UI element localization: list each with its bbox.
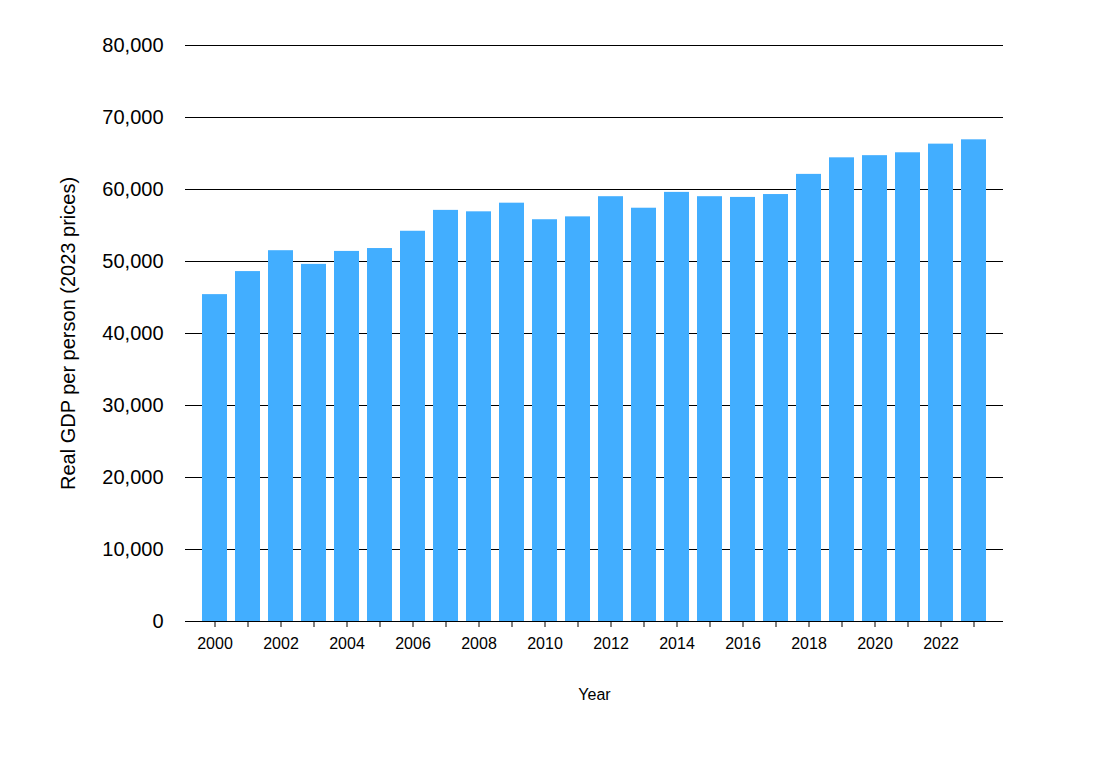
svg-text:40,000: 40,000	[102, 322, 163, 344]
svg-text:2012: 2012	[593, 635, 629, 652]
svg-text:2000: 2000	[197, 635, 233, 652]
svg-text:10,000: 10,000	[102, 538, 163, 560]
svg-text:Year: Year	[578, 686, 611, 703]
svg-text:2014: 2014	[659, 635, 695, 652]
svg-text:60,000: 60,000	[102, 178, 163, 200]
svg-text:2016: 2016	[725, 635, 761, 652]
svg-text:2010: 2010	[527, 635, 563, 652]
svg-text:2022: 2022	[923, 635, 959, 652]
svg-text:2002: 2002	[263, 635, 299, 652]
svg-text:30,000: 30,000	[102, 394, 163, 416]
svg-text:50,000: 50,000	[102, 250, 163, 272]
svg-text:0: 0	[152, 610, 163, 632]
svg-text:2008: 2008	[461, 635, 497, 652]
svg-text:2006: 2006	[395, 635, 431, 652]
svg-text:2020: 2020	[857, 635, 893, 652]
svg-text:20,000: 20,000	[102, 466, 163, 488]
svg-text:Real GDP per person (2023 pric: Real GDP per person (2023 prices)	[57, 177, 79, 490]
svg-text:2018: 2018	[791, 635, 827, 652]
svg-text:2004: 2004	[329, 635, 365, 652]
svg-text:70,000: 70,000	[102, 106, 163, 128]
svg-text:80,000: 80,000	[102, 34, 163, 56]
